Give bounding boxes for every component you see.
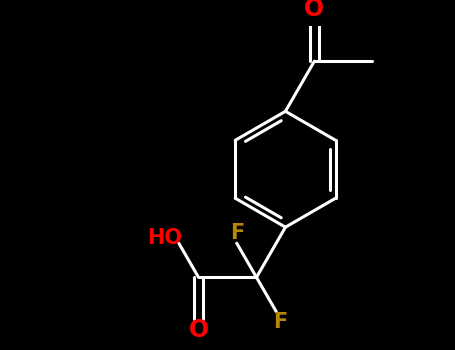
Text: F: F bbox=[230, 223, 244, 243]
Text: O: O bbox=[304, 0, 324, 21]
Text: F: F bbox=[273, 312, 287, 332]
Text: HO: HO bbox=[147, 228, 182, 248]
Text: O: O bbox=[188, 318, 208, 342]
